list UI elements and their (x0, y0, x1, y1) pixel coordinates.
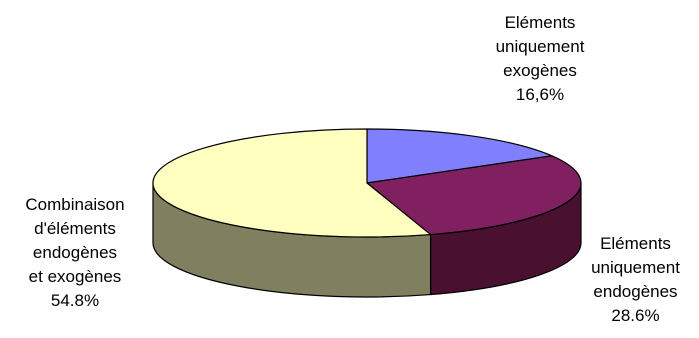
pie-slice-endo (366, 155, 582, 236)
label-endogenous-value: 28.6% (611, 306, 660, 325)
label-exogenous-line-1: Eléments (504, 13, 576, 32)
label-combination-line-3: endogènes (32, 243, 118, 262)
label-endogenous: Eléments uniquement endogènes 28.6% (568, 232, 699, 328)
label-endogenous-line-1: Eléments (600, 234, 671, 253)
label-combination-value: 54.8% (50, 291, 100, 310)
pie-slice-combo (152, 128, 432, 238)
label-exogenous: Eléments uniquement exogènes 16,6% (470, 11, 610, 107)
label-exogenous-line-3: exogènes (503, 61, 577, 80)
label-combination-line-4: et exogènes (28, 267, 122, 286)
label-endogenous-line-2: uniquement (591, 258, 680, 277)
pie-slice-exo (366, 128, 553, 184)
label-exogenous-value: 16,6% (515, 85, 565, 104)
label-combination-line-1: Combinaison (25, 195, 125, 214)
label-combination: Combinaison d'éléments endogènes et exog… (5, 193, 145, 313)
label-endogenous-line-3: endogènes (593, 282, 678, 301)
label-combination-line-2: d'éléments (34, 219, 116, 238)
label-exogenous-line-2: uniquement (495, 37, 585, 56)
